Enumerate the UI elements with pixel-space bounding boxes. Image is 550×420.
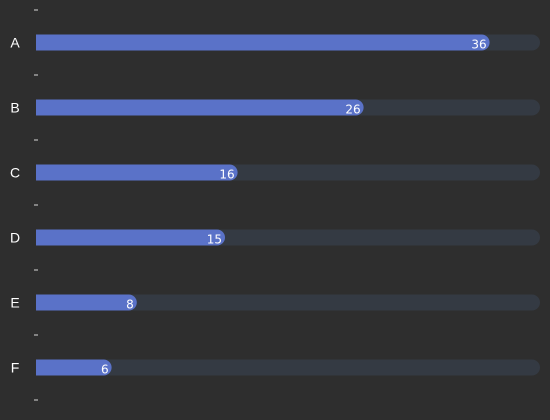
bar-track <box>36 359 540 376</box>
bar-b <box>36 99 364 116</box>
bar-track <box>36 294 540 311</box>
data-label: 15 <box>207 233 222 247</box>
bar-a <box>36 34 490 51</box>
data-label: 8 <box>126 298 134 312</box>
bar-e <box>36 294 137 311</box>
category-label: A <box>10 35 20 51</box>
category-label: E <box>10 295 19 311</box>
data-label: 6 <box>101 363 109 377</box>
bar-d <box>36 229 225 246</box>
category-label: D <box>10 230 20 246</box>
bar-c <box>36 164 238 181</box>
data-label: 16 <box>219 168 234 182</box>
category-label: C <box>10 165 20 181</box>
category-label: F <box>11 360 20 376</box>
category-label: B <box>10 100 19 116</box>
data-label: 36 <box>471 38 486 52</box>
data-label: 26 <box>345 103 360 117</box>
bar-f <box>36 359 112 376</box>
